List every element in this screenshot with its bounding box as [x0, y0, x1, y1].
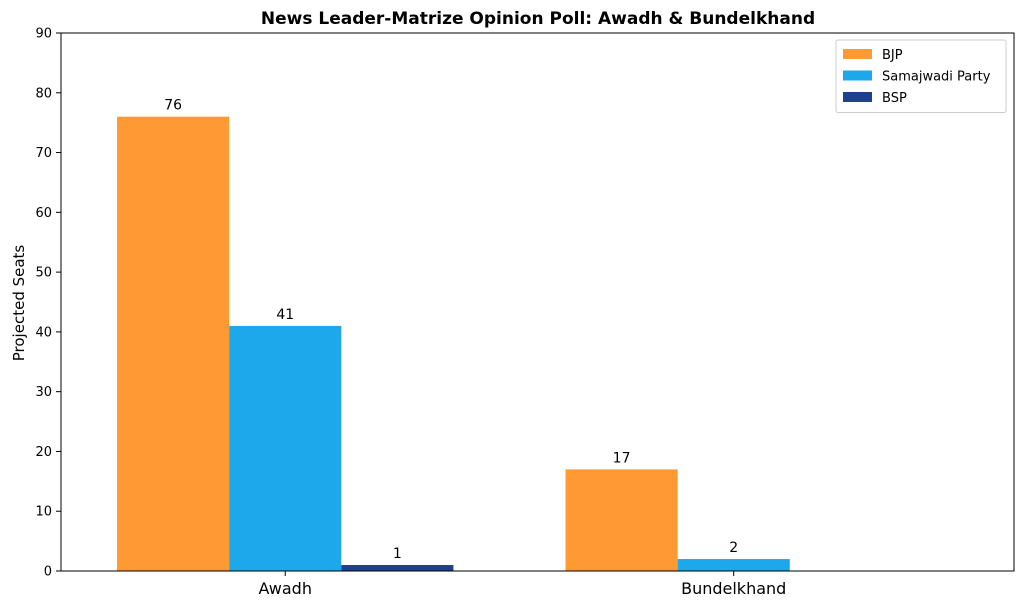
y-tick-label: 60: [35, 206, 52, 221]
legend-label: BJP: [882, 48, 903, 63]
bar-bjp-bundelkhand: [565, 469, 678, 571]
y-tick-label: 80: [35, 86, 52, 101]
bar-bjp-awadh: [117, 116, 230, 571]
y-tick-label: 20: [35, 445, 52, 460]
y-tick-label: 10: [35, 505, 52, 520]
legend-swatch: [843, 70, 872, 81]
y-tick-label: 90: [35, 27, 52, 42]
y-tick-label: 30: [35, 385, 52, 400]
bar-samajwadi-party-bundelkhand: [677, 559, 790, 571]
legend: BJP Samajwadi Party BSP: [835, 39, 1007, 113]
x-tick-label-awadh: Awadh: [258, 579, 311, 598]
data-label: 17: [613, 450, 631, 466]
data-label: 76: [164, 98, 182, 114]
legend-label: BSP: [882, 91, 907, 106]
legend-box: [835, 39, 1007, 113]
bar-bsp-awadh: [341, 565, 454, 571]
y-tick-label: 0: [44, 565, 52, 580]
legend-swatch: [843, 49, 872, 59]
data-label: 2: [729, 540, 738, 556]
y-tick-label: 40: [35, 325, 52, 340]
y-axis-title: Projected Seats: [10, 245, 28, 362]
legend-swatch: [843, 92, 872, 102]
axes-frame: [60, 32, 1015, 572]
data-label: 1: [393, 546, 402, 562]
y-tick-label: 50: [35, 266, 52, 281]
chart-title: News Leader-Matrize Opinion Poll: Awadh …: [261, 9, 815, 29]
bar-samajwadi-party-awadh: [229, 325, 342, 571]
y-tick-label: 70: [35, 146, 52, 161]
data-label: 41: [276, 307, 294, 323]
legend-label: Samajwadi Party: [882, 70, 991, 85]
x-tick-label-bundelkhand: Bundelkhand: [681, 579, 786, 598]
